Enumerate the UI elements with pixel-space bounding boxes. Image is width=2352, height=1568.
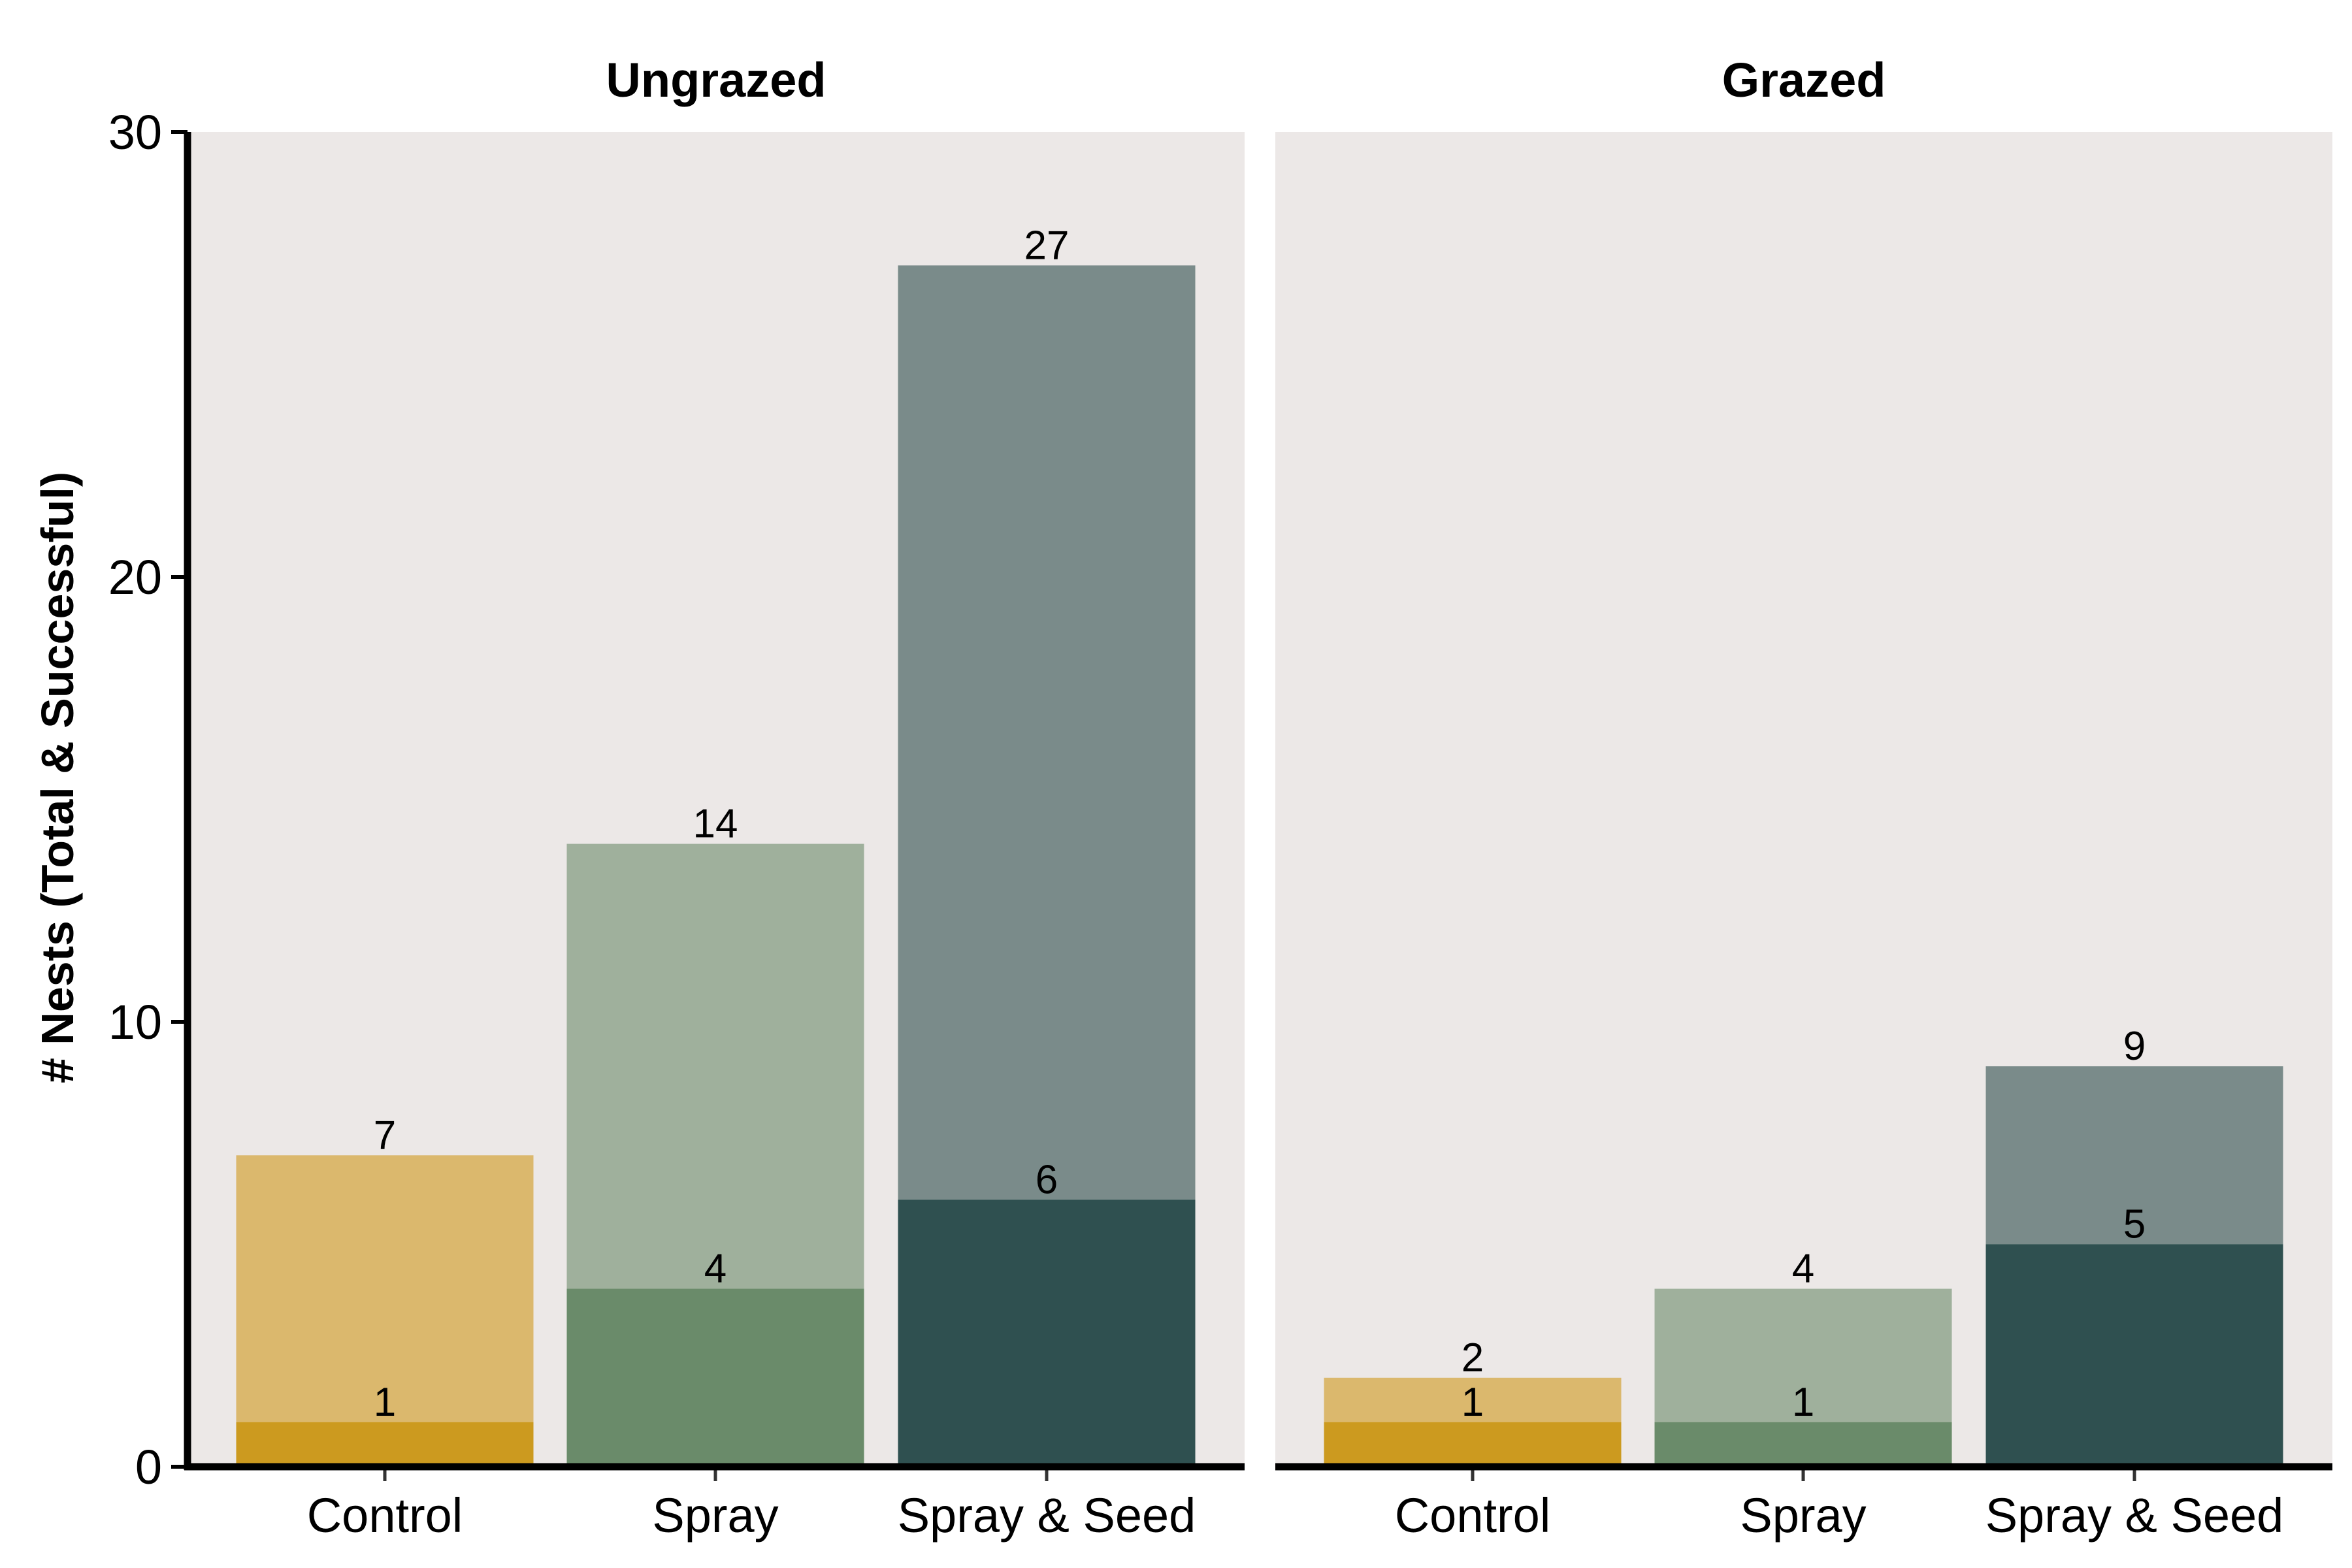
x-tick-label: Spray & Seed	[1985, 1488, 2284, 1543]
y-tick-label: 20	[108, 550, 162, 604]
x-tick-label: Spray & Seed	[898, 1488, 1196, 1543]
bar-successful	[1654, 1422, 1952, 1467]
data-label-successful: 5	[2123, 1202, 2146, 1247]
bar-successful	[898, 1200, 1196, 1467]
y-axis: 0 10 20 30	[108, 105, 191, 1494]
y-tick-label: 0	[135, 1440, 162, 1494]
bar-successful	[1985, 1244, 2283, 1467]
x-tick-label: Spray	[1740, 1488, 1866, 1543]
data-label-successful: 6	[1036, 1157, 1058, 1202]
data-label-successful: 1	[374, 1380, 396, 1425]
bar-total	[236, 1155, 534, 1467]
data-label-total: 14	[693, 802, 738, 847]
y-tick-label: 30	[108, 105, 162, 159]
bar-successful	[566, 1288, 864, 1467]
y-tick-label: 10	[108, 995, 162, 1049]
y-axis-label: # Nests (Total & Successful)	[32, 472, 83, 1083]
data-label-total: 27	[1024, 223, 1070, 268]
data-label-total: 9	[2123, 1024, 2146, 1069]
facet-title: Grazed	[1722, 53, 1886, 107]
x-tick-label: Spray	[652, 1488, 778, 1543]
bar-successful	[1324, 1422, 1622, 1467]
data-label-successful: 1	[1792, 1380, 1814, 1425]
facet-title: Ungrazed	[606, 53, 826, 107]
x-tick-label: Control	[307, 1488, 463, 1543]
bar-successful	[236, 1422, 534, 1467]
x-tick-label: Control	[1395, 1488, 1551, 1543]
data-label-total: 4	[1792, 1247, 1814, 1292]
facet-ungrazed: Ungrazed 7 1 Control 14 4 Spray 27 6 Spray & Seed	[184, 53, 1245, 1543]
data-label-total: 7	[374, 1113, 396, 1158]
data-label-successful: 4	[704, 1247, 727, 1292]
data-label-successful: 1	[1462, 1380, 1484, 1425]
data-label-total: 2	[1462, 1335, 1484, 1380]
